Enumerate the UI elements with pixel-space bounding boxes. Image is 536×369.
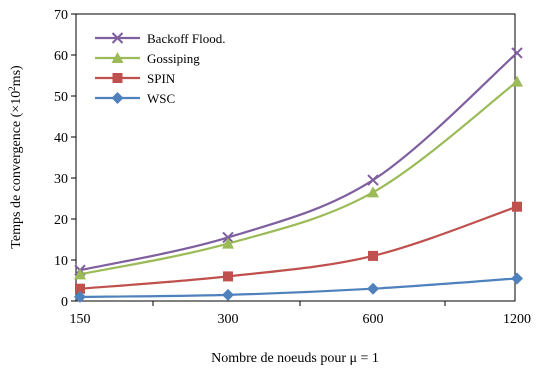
legend: Backoff Flood. Gossiping SPIN WSC (95, 31, 225, 106)
series-spin (75, 201, 522, 294)
data-point-wsc (74, 290, 86, 303)
x-axis-label: Nombre de noeuds pour μ = 1 (211, 351, 379, 366)
series-line-wsc (79, 277, 518, 298)
series-line-gossiping (79, 80, 518, 276)
data-point-backoff-flood (367, 174, 379, 186)
data-point-spin (368, 250, 378, 261)
series-gossiping (74, 75, 523, 280)
legend-marker (111, 92, 124, 104)
plot-area (75, 13, 516, 302)
y-tick-label: 30 (54, 172, 68, 187)
data-point-wsc (222, 288, 234, 301)
y-axis-label: Temps de convergence (×102ms) (7, 65, 24, 249)
legend-item-backoff-flood: Backoff Flood. (95, 31, 225, 46)
y-tick-label: 70 (54, 8, 68, 23)
x-tick-label: 300 (218, 312, 239, 327)
y-tick-label: 60 (54, 49, 68, 64)
legend-label: WSC (147, 91, 175, 106)
series-layer (74, 47, 523, 303)
data-point-spin (223, 271, 233, 282)
x-tick-label: 600 (363, 312, 384, 327)
legend-label: Gossiping (147, 51, 200, 66)
y-axis: 0 10 20 30 40 50 60 70 (54, 8, 76, 310)
x-tick-label: 1200 (503, 312, 531, 327)
series-backoff-flood (74, 47, 523, 276)
legend-marker (111, 32, 124, 44)
y-tick-label: 20 (54, 213, 68, 228)
legend-label: Backoff Flood. (147, 31, 225, 46)
series-line-backoff-flood (79, 52, 518, 272)
legend-label: SPIN (147, 71, 176, 86)
data-point-spin (512, 201, 522, 212)
data-point-wsc (511, 272, 523, 285)
series-wsc (74, 272, 523, 303)
y-tick-label: 50 (54, 90, 68, 105)
data-point-gossiping (511, 75, 523, 87)
y-tick-label: 0 (61, 295, 68, 310)
data-point-backoff-flood (222, 231, 234, 244)
data-point-gossiping (222, 237, 234, 249)
legend-item-spin: SPIN (95, 71, 176, 86)
legend-marker (111, 52, 124, 63)
legend-item-gossiping: Gossiping (95, 51, 200, 66)
y-tick-label: 10 (54, 254, 68, 269)
data-point-wsc (367, 282, 379, 295)
data-point-gossiping (74, 268, 86, 280)
x-axis: 150 300 600 1200 (70, 301, 531, 327)
y-tick-label: 40 (54, 131, 68, 146)
y-axis-label-superscript: 2 (7, 86, 17, 91)
data-point-backoff-flood (511, 47, 523, 59)
data-point-gossiping (367, 186, 379, 198)
legend-marker (112, 73, 123, 83)
series-line-spin (79, 205, 518, 290)
x-tick-label: 150 (70, 312, 91, 327)
data-point-spin (75, 283, 85, 294)
legend-item-wsc: WSC (95, 91, 175, 106)
